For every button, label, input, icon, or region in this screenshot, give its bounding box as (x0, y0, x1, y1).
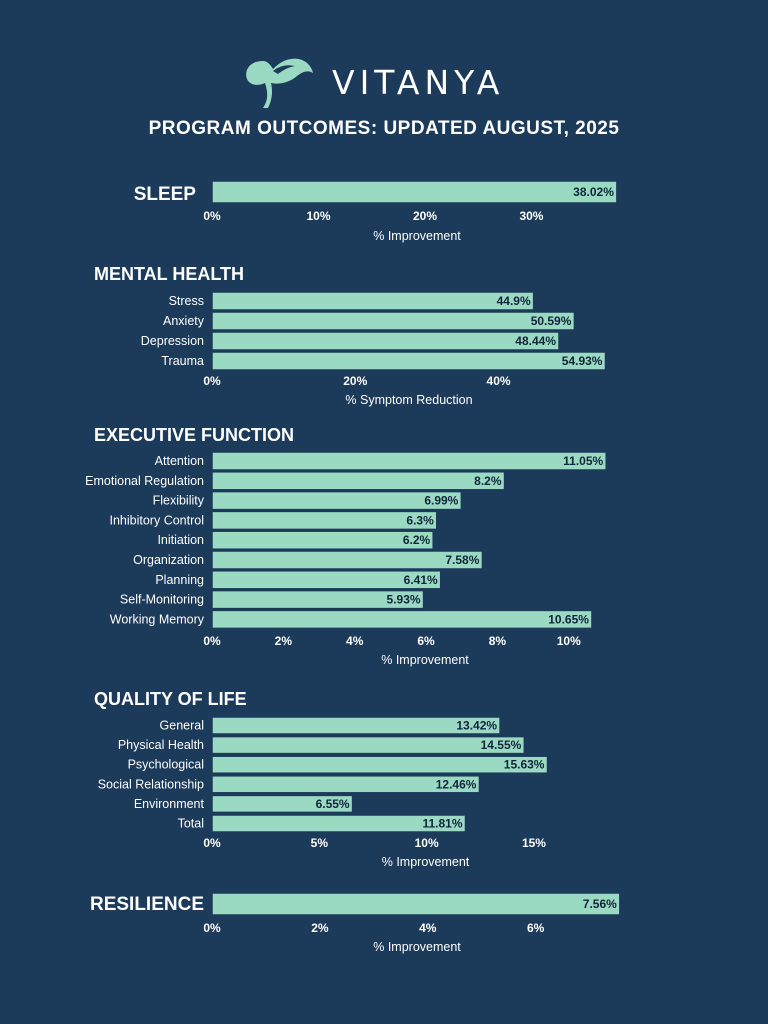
executive-function-bar-4 (211, 530, 434, 550)
quality-of-life-tick-label-2: 10% (415, 836, 439, 850)
executive-function-data-label-8: 10.65% (548, 612, 589, 626)
executive-function-category-label-5: Organization (133, 553, 204, 567)
sleep-title: SLEEP (134, 184, 197, 205)
mental-health-category-label-1: Anxiety (163, 314, 205, 328)
executive-function-tick-label-2: 4% (346, 634, 364, 648)
quality-of-life-data-label-1: 14.55% (481, 738, 522, 752)
quality-of-life-tick-label-0: 0% (203, 836, 221, 850)
quality-of-life-category-label-2: Psychological (128, 758, 204, 772)
executive-function-tick-label-3: 6% (417, 634, 435, 648)
resilience-tick-label-3: 6% (527, 921, 545, 935)
quality-of-life-bar-3 (211, 775, 481, 794)
quality-of-life-category-label-1: Physical Health (118, 738, 204, 752)
executive-function-data-label-0: 11.05% (563, 454, 603, 468)
executive-function-bar-8 (211, 609, 593, 630)
resilience-tick-label-0: 0% (203, 921, 221, 935)
resilience-title: RESILIENCE (90, 894, 204, 915)
quality-of-life-category-label-4: Environment (134, 797, 205, 811)
quality-of-life-tick-label-1: 5% (311, 836, 329, 850)
executive-function-x-axis-label: % Improvement (381, 653, 469, 667)
sleep-tick-label-3: 30% (519, 209, 543, 223)
executive-function-category-label-8: Working Memory (110, 612, 205, 626)
executive-function-tick-label-5: 10% (557, 634, 581, 648)
quality-of-life-tick-label-3: 15% (522, 836, 546, 850)
sleep-tick-label-2: 20% (413, 209, 437, 223)
mental-health-x-axis-label: % Symptom Reduction (345, 393, 472, 407)
executive-function-category-label-7: Self-Monitoring (120, 593, 204, 607)
mental-health-data-label-1: 50.59% (531, 314, 572, 328)
executive-function-data-label-3: 6.3% (406, 513, 434, 527)
mental-health-data-label-0: 44.9% (497, 294, 531, 308)
mental-health-data-label-2: 48.44% (515, 334, 556, 348)
sleep-x-axis-label: % Improvement (373, 229, 461, 243)
executive-function-bar-5 (211, 550, 484, 570)
executive-function-tick-label-0: 0% (203, 634, 221, 648)
sleep-data-label-0: 38.02% (573, 185, 614, 199)
quality-of-life-data-label-5: 11.81% (422, 817, 462, 831)
quality-of-life-x-axis-label: % Improvement (382, 855, 470, 869)
executive-function-category-label-6: Planning (155, 573, 204, 587)
executive-function-data-label-2: 6.99% (424, 494, 458, 508)
executive-function-title: EXECUTIVE FUNCTION (94, 425, 294, 445)
quality-of-life-bar-1 (211, 735, 526, 755)
executive-function-tick-label-4: 8% (489, 634, 507, 648)
quality-of-life-bar-5 (211, 814, 467, 833)
quality-of-life-category-label-5: Total (178, 817, 204, 831)
resilience-data-label-0: 7.56% (583, 897, 617, 911)
quality-of-life-data-label-0: 13.42% (456, 719, 497, 733)
executive-function-bar-7 (211, 589, 425, 610)
quality-of-life-data-label-3: 12.46% (436, 777, 477, 791)
executive-function-data-label-4: 6.2% (403, 533, 431, 547)
executive-function-bar-6 (211, 570, 442, 590)
quality-of-life-bar-2 (211, 755, 549, 774)
executive-function-bar-3 (211, 510, 438, 531)
executive-function-category-label-2: Flexibility (153, 494, 205, 508)
mental-health-tick-label-1: 20% (343, 374, 367, 388)
executive-function-category-label-4: Initiation (157, 533, 204, 547)
executive-function-category-label-1: Emotional Regulation (85, 474, 204, 488)
sleep-bar-0 (211, 180, 618, 204)
page-title: PROGRAM OUTCOMES: UPDATED AUGUST, 2025 (148, 118, 620, 139)
brain-leaf-icon (246, 58, 313, 108)
mental-health-bar-1 (211, 311, 576, 331)
executive-function-data-label-6: 6.41% (404, 573, 438, 587)
executive-function-category-label-3: Inhibitory Control (110, 513, 205, 527)
executive-function-data-label-5: 7.58% (445, 553, 479, 567)
quality-of-life-category-label-0: General (160, 719, 204, 733)
sleep-tick-label-0: 0% (203, 209, 221, 223)
resilience-x-axis-label: % Improvement (373, 940, 461, 954)
executive-function-data-label-1: 8.2% (474, 474, 502, 488)
brand-header: VITANYA (0, 55, 768, 110)
executive-function-data-label-7: 5.93% (387, 593, 421, 607)
resilience-bar-0 (211, 892, 621, 916)
sleep-tick-label-1: 10% (306, 209, 330, 223)
mental-health-category-label-0: Stress (169, 294, 204, 308)
resilience-tick-label-2: 4% (419, 921, 437, 935)
mental-health-title: MENTAL HEALTH (94, 264, 244, 284)
mental-health-tick-label-0: 0% (203, 374, 221, 388)
mental-health-category-label-2: Depression (141, 334, 204, 348)
quality-of-life-bar-0 (211, 716, 501, 735)
executive-function-category-label-0: Attention (155, 454, 204, 468)
mental-health-data-label-3: 54.93% (562, 354, 603, 368)
executive-function-bar-0 (211, 451, 607, 471)
mental-health-bar-0 (211, 291, 535, 311)
mental-health-bar-2 (211, 331, 560, 351)
quality-of-life-data-label-4: 6.55% (316, 797, 350, 811)
executive-function-bar-1 (211, 471, 506, 491)
quality-of-life-data-label-2: 15.63% (504, 758, 545, 772)
quality-of-life-title: QUALITY OF LIFE (94, 689, 247, 709)
executive-function-bar-2 (211, 490, 463, 511)
quality-of-life-bar-4 (211, 794, 354, 814)
resilience-tick-label-1: 2% (311, 921, 329, 935)
mental-health-category-label-3: Trauma (161, 354, 204, 368)
quality-of-life-category-label-3: Social Relationship (98, 777, 204, 791)
executive-function-tick-label-1: 2% (275, 634, 293, 648)
mental-health-bar-3 (211, 351, 607, 371)
brand-name: VITANYA (332, 63, 505, 102)
mental-health-tick-label-2: 40% (487, 374, 511, 388)
